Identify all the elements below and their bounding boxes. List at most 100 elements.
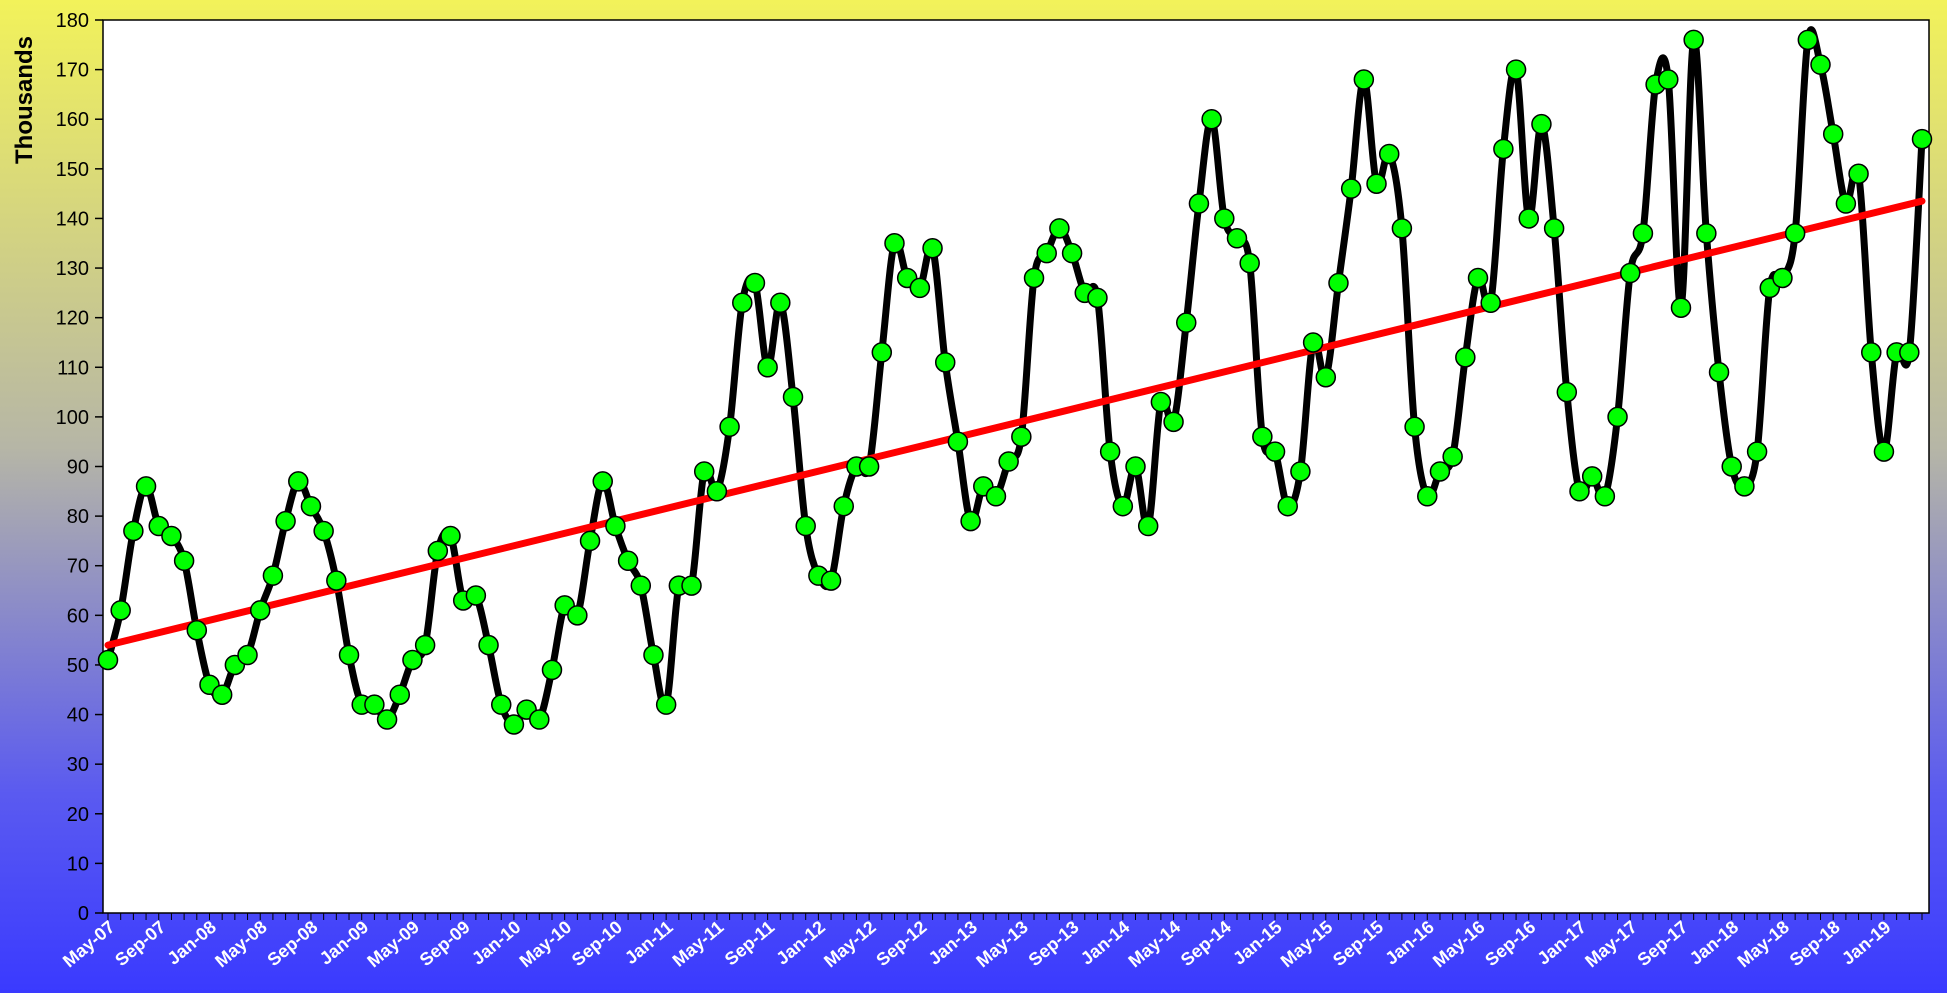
data-point	[1683, 29, 1704, 51]
y-tick-label: 80	[67, 506, 89, 528]
x-tick-label: Sep-09	[416, 917, 474, 970]
x-tick-label: Jan-13	[925, 917, 982, 969]
data-point	[1569, 481, 1590, 502]
data-point	[592, 471, 613, 492]
data-point	[211, 684, 233, 705]
y-axis-title: Thousands	[11, 36, 38, 164]
data-point	[1429, 461, 1451, 482]
data-point	[1746, 441, 1768, 462]
data-point	[1353, 69, 1375, 90]
data-point	[338, 644, 360, 666]
x-tick-label: Jan-14	[1077, 917, 1134, 969]
data-point	[1556, 381, 1578, 403]
data-point	[1391, 218, 1413, 239]
data-point	[567, 605, 588, 626]
data-point	[782, 386, 804, 408]
data-point	[161, 525, 182, 547]
data-point	[909, 277, 931, 299]
data-point	[1721, 456, 1742, 477]
x-tick-label: Jan-08	[163, 917, 220, 969]
data-point	[288, 471, 309, 492]
y-tick-label: 90	[67, 457, 89, 479]
data-point	[1163, 411, 1184, 433]
x-tick-label: May-09	[363, 917, 423, 972]
data-point	[732, 292, 753, 314]
x-tick-label: Sep-12	[872, 917, 930, 970]
data-point	[1239, 252, 1260, 274]
data-point	[1099, 441, 1121, 462]
data-point	[1264, 441, 1286, 462]
data-point	[1214, 208, 1235, 229]
data-point	[1366, 173, 1387, 194]
data-point	[1493, 138, 1514, 160]
data-point	[960, 510, 981, 532]
data-point	[1455, 347, 1476, 368]
data-point	[884, 233, 905, 254]
data-point	[1201, 108, 1222, 130]
x-tick-label: May-11	[669, 917, 728, 971]
y-tick-label: 0	[78, 903, 89, 925]
marker-layer	[97, 29, 1933, 735]
data-point	[1835, 193, 1857, 214]
x-tick-label: Sep-08	[263, 917, 321, 970]
data-point	[1822, 123, 1844, 145]
data-point	[1176, 312, 1197, 333]
data-point	[1112, 495, 1134, 517]
data-point	[1277, 495, 1298, 517]
data-point	[1480, 292, 1501, 314]
data-point	[643, 644, 664, 666]
data-point	[1810, 54, 1831, 75]
data-point	[1784, 223, 1806, 244]
data-point	[871, 342, 893, 363]
data-point	[1581, 466, 1603, 487]
data-point	[1188, 193, 1210, 214]
data-point	[947, 431, 969, 452]
data-point	[1137, 515, 1159, 537]
data-point	[630, 575, 652, 596]
x-tick-label: May-08	[211, 917, 271, 972]
data-point	[1252, 426, 1273, 447]
data-point	[693, 461, 715, 482]
data-point	[300, 495, 322, 517]
y-tick-label: 170	[56, 60, 89, 82]
x-tick-label: May-17	[1581, 917, 1641, 972]
x-tick-label: Sep-11	[721, 917, 778, 970]
data-point	[1036, 242, 1057, 264]
data-point	[1658, 69, 1679, 90]
data-point	[1302, 332, 1324, 353]
data-point	[579, 530, 601, 552]
data-point	[1125, 456, 1146, 477]
x-axis: May-07Sep-07Jan-08May-08Sep-08Jan-09May-…	[59, 913, 1923, 972]
x-tick-label: Jan-12	[772, 917, 829, 969]
data-point	[541, 659, 563, 681]
data-point	[1708, 361, 1730, 383]
x-tick-label: Sep-15	[1329, 917, 1387, 970]
data-point	[186, 619, 208, 641]
data-point	[820, 570, 842, 591]
data-point	[1670, 297, 1692, 318]
y-tick-label: 150	[56, 159, 89, 181]
data-point	[1467, 267, 1489, 289]
trend-line	[104, 197, 1926, 649]
data-point	[1023, 267, 1045, 289]
y-tick-label: 60	[67, 605, 89, 627]
data-point	[326, 570, 347, 591]
data-point	[389, 684, 411, 705]
data-point	[135, 476, 157, 497]
data-point	[681, 575, 702, 596]
data-point	[465, 585, 487, 606]
data-point	[1899, 342, 1920, 363]
x-tick-label: May-13	[972, 917, 1032, 972]
data-point	[770, 292, 791, 314]
trend-layer	[104, 197, 1926, 649]
data-point	[719, 416, 740, 438]
x-tick-label: Sep-07	[111, 917, 169, 970]
data-point	[655, 694, 677, 715]
x-tick-label: Sep-14	[1177, 917, 1235, 970]
x-tick-label: Jan-19	[1838, 917, 1895, 969]
data-point	[998, 451, 1019, 472]
x-tick-label: May-10	[516, 917, 576, 972]
data-point	[858, 456, 880, 477]
data-point	[110, 600, 131, 621]
y-tick-label: 40	[67, 705, 89, 727]
